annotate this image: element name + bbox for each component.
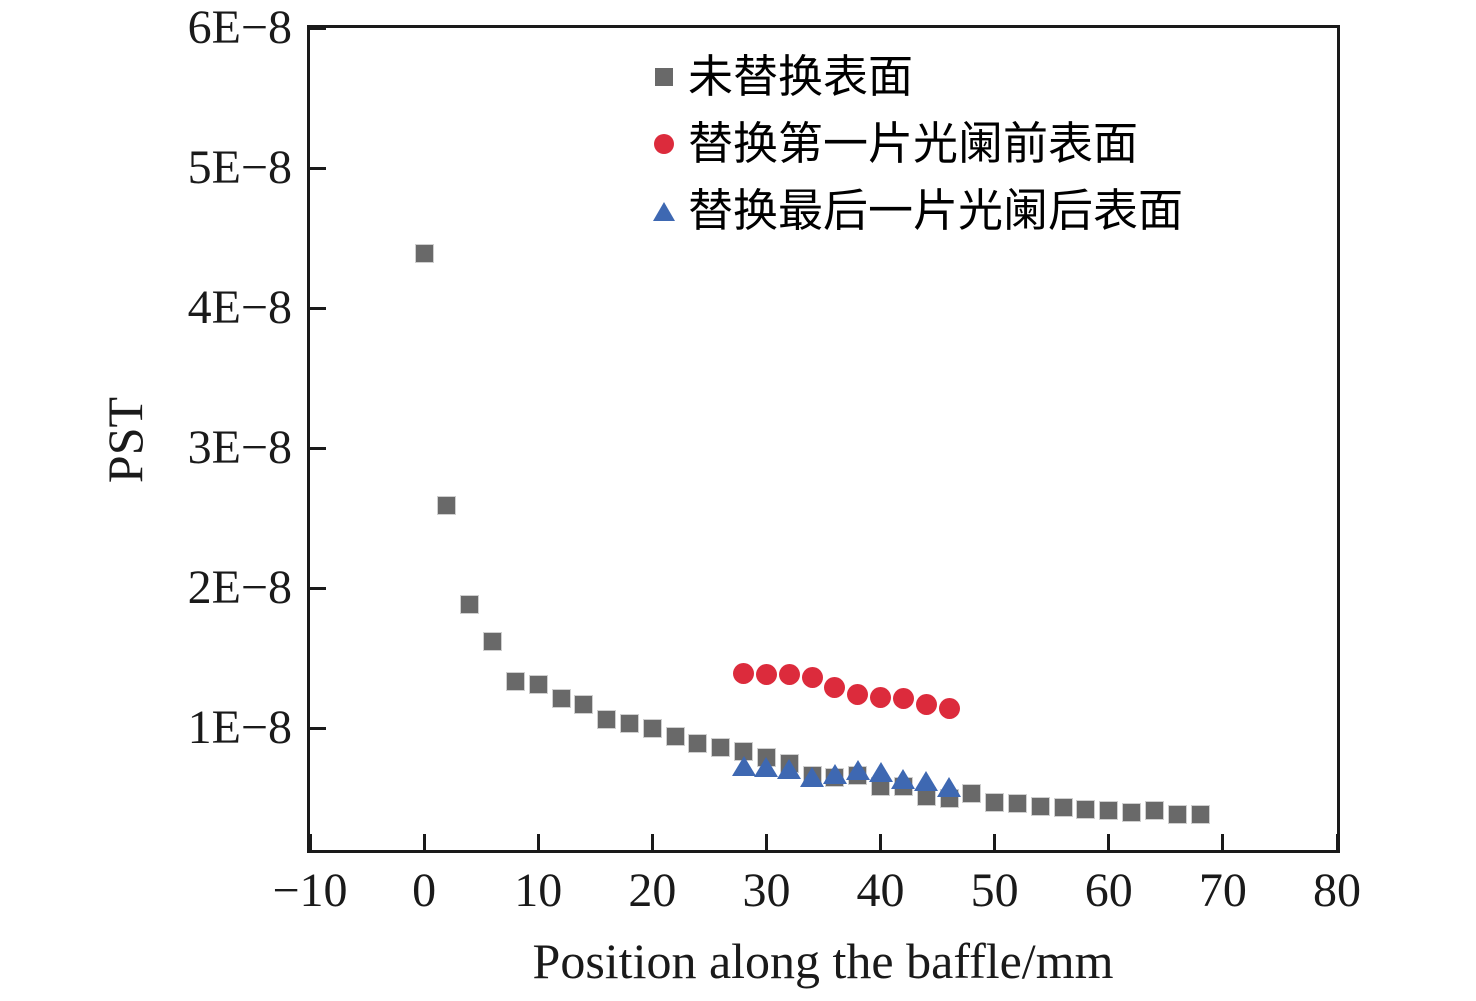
y-tick-label: 1E−8 — [187, 701, 292, 755]
y-tick-mark — [310, 726, 326, 730]
data-point-circle — [938, 698, 960, 720]
x-tick-mark — [764, 834, 768, 850]
y-tick-mark — [310, 586, 326, 590]
x-tick-mark — [1335, 834, 1339, 850]
data-point-square — [1122, 802, 1142, 822]
data-point-triangle — [777, 758, 802, 779]
circle-icon — [646, 134, 682, 154]
legend-label: 未替换表面 — [688, 52, 914, 102]
x-tick-mark — [422, 834, 426, 850]
x-tick-label: 70 — [1198, 864, 1247, 917]
data-point-triangle — [731, 755, 756, 776]
y-tick-label: 5E−8 — [187, 141, 292, 195]
data-point-square — [597, 710, 617, 730]
data-point-square — [1167, 805, 1187, 825]
x-tick-mark — [536, 834, 540, 850]
data-point-square — [1190, 805, 1210, 825]
data-point-square — [505, 672, 525, 692]
data-point-circle — [824, 677, 846, 699]
x-axis-title: Position along the baffle/mm — [532, 933, 1114, 989]
x-tick-label: 40 — [856, 864, 905, 917]
data-point-square — [962, 784, 982, 804]
legend-label: 替换第一片光阑前表面 — [688, 119, 1139, 169]
data-point-square — [437, 496, 457, 516]
legend-marker-circle-icon — [654, 134, 674, 154]
x-tick-label: 20 — [628, 864, 677, 917]
data-point-square — [1007, 794, 1027, 814]
data-point-circle — [892, 688, 914, 710]
legend-label: 替换最后一片光阑后表面 — [688, 186, 1184, 236]
x-tick-label: 60 — [1084, 864, 1133, 917]
data-point-square — [620, 714, 639, 734]
x-tick-mark — [650, 834, 654, 850]
x-tick-mark — [879, 834, 883, 850]
x-tick-mark — [1107, 834, 1111, 850]
data-point-square — [711, 738, 731, 758]
x-tick-mark — [308, 834, 312, 850]
x-tick-mark — [993, 834, 997, 850]
data-point-circle — [915, 693, 937, 715]
legend-item: 未替换表面 — [646, 48, 1183, 106]
data-point-square — [574, 694, 594, 714]
data-point-square — [528, 675, 548, 695]
data-point-circle — [847, 684, 869, 706]
x-tick-label: 0 — [412, 864, 437, 917]
data-point-square — [688, 734, 708, 754]
data-point-square — [1144, 801, 1164, 821]
y-tick-mark — [310, 306, 326, 310]
legend-item: 替换第一片光阑前表面 — [646, 115, 1183, 173]
data-point-circle — [801, 667, 823, 689]
data-point-circle — [870, 686, 892, 708]
square-icon — [646, 68, 682, 86]
data-point-triangle — [845, 760, 870, 781]
legend-marker-square-icon — [655, 68, 673, 86]
x-tick-label: 10 — [514, 864, 563, 917]
data-point-triangle — [754, 757, 779, 778]
y-tick-label: 6E−8 — [187, 1, 292, 54]
plot-area — [307, 25, 1340, 853]
data-point-square — [483, 631, 503, 651]
x-tick-label: 30 — [742, 864, 791, 917]
y-tick-label: 2E−8 — [187, 561, 292, 615]
data-point-square — [1030, 797, 1050, 817]
data-point-square — [1076, 799, 1096, 819]
data-point-square — [985, 792, 1005, 812]
data-point-triangle — [891, 768, 916, 789]
data-point-triangle — [822, 764, 847, 785]
data-point-circle — [733, 663, 755, 685]
data-point-triangle — [914, 771, 939, 792]
data-point-square — [551, 689, 571, 709]
y-tick-mark — [310, 166, 326, 170]
data-point-square — [665, 727, 685, 747]
data-point-square — [642, 718, 662, 738]
x-tick-label: 80 — [1313, 864, 1361, 917]
data-point-square — [414, 243, 434, 263]
legend: 未替换表面替换第一片光阑前表面 替换最后一片光阑后表面 — [646, 48, 1183, 249]
data-point-square — [460, 595, 480, 615]
x-tick-mark — [1221, 834, 1225, 850]
y-tick-label: 4E−8 — [187, 281, 292, 335]
data-point-triangle — [937, 776, 962, 797]
y-axis-title: PST — [97, 396, 153, 484]
x-tick-label: 50 — [970, 864, 1019, 917]
y-tick-mark — [310, 446, 326, 450]
data-point-triangle — [868, 761, 893, 782]
y-tick-label: 3E−8 — [187, 421, 292, 475]
data-point-circle — [755, 664, 777, 686]
triangle-icon — [646, 201, 682, 221]
legend-marker-triangle-icon — [653, 201, 675, 221]
data-point-square — [1053, 798, 1073, 818]
data-point-triangle — [800, 767, 825, 788]
x-tick-label: −10 — [272, 864, 348, 917]
data-point-circle — [778, 664, 800, 686]
y-tick-mark — [310, 26, 326, 30]
legend-item: 替换最后一片光阑后表面 — [646, 182, 1183, 240]
data-point-square — [1099, 801, 1119, 821]
